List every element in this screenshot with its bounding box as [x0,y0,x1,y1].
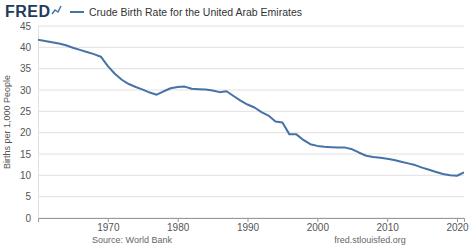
y-tick-label: 15 [20,149,32,160]
y-tick-label: 0 [25,213,31,224]
y-tick-label: 35 [20,63,32,74]
y-tick: 15 [20,149,38,160]
series-line [38,40,464,176]
y-tick-label: 20 [20,127,32,138]
grid-line [38,26,464,27]
x-tick: 1990 [237,218,260,233]
x-tick-label: 2020 [446,222,469,233]
y-tick: 5 [25,191,38,202]
x-tick: 2000 [307,218,330,233]
grid-line [38,68,464,69]
legend-swatch [70,11,84,13]
x-tick: 1980 [167,218,190,233]
grid-line [38,196,464,197]
y-axis-title: Births per 1,000 People [2,75,12,169]
y-tick: 0 [25,213,38,224]
x-tick-label: 1990 [237,222,260,233]
y-tick-label: 5 [25,191,31,202]
grid-line [38,111,464,112]
grid-line [38,132,464,133]
x-axis: 1970 1980 1990 2000 2010 2020 [39,218,470,233]
plot-area [38,40,464,176]
logo: FRED [5,3,61,20]
y-tick: 20 [20,127,38,138]
y-tick-label: 30 [20,85,32,96]
y-axis: 0 5 10 15 20 25 30 35 40 45 [20,21,39,224]
x-tick: 2020 [446,218,469,233]
source: Source: World Bank [92,235,172,245]
legend-label: Crude Birth Rate for the United Arab Emi… [89,6,302,18]
y-tick-label: 45 [20,21,32,32]
x-tick-label: 2010 [377,222,400,233]
y-tick: 45 [20,21,38,32]
grid [38,26,464,218]
x-tick: 2010 [377,218,400,233]
x-tick-label: 1970 [97,222,120,233]
y-tick: 30 [20,85,38,96]
grid-line [38,47,464,48]
site: fred.stlouisfed.org [334,235,406,245]
logo-icon [52,6,61,14]
x-tick-label: 1980 [167,222,190,233]
chart: 0 5 10 15 20 25 30 35 40 45 1970 1980 1990 2000 2010 20… [0,0,474,245]
grid-line [38,175,464,176]
y-tick: 40 [20,42,38,53]
y-tick: 35 [20,63,38,74]
x-tick-label: 2000 [307,222,330,233]
brand: FRED [5,3,51,20]
legend: Crude Birth Rate for the United Arab Emi… [70,6,302,18]
y-tick: 25 [20,106,38,117]
y-tick: 10 [20,170,38,181]
y-axis-line [38,27,39,219]
y-tick-label: 25 [20,106,32,117]
y-tick-label: 40 [20,42,32,53]
x-tick: 1970 [97,218,120,233]
y-tick-label: 10 [20,170,32,181]
grid-line [38,90,464,91]
grid-line [38,154,464,155]
